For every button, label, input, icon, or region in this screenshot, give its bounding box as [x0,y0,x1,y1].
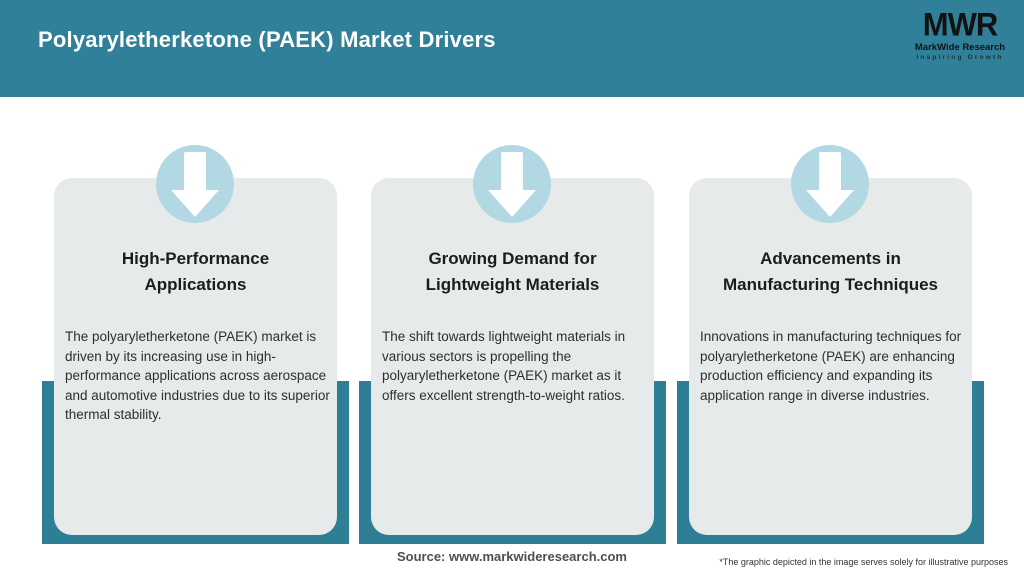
card-description: Innovations in manufacturing techniques … [700,329,962,403]
card-title-line2: Lightweight Materials [425,275,600,294]
down-arrow-stem [501,152,523,192]
down-arrow-stem [819,152,841,192]
driver-column-2: Growing Demand for Lightweight Materials… [359,145,666,544]
down-arrow-head [806,190,854,217]
card-description: The polyaryletherketone (PAEK) market is… [65,329,330,422]
driver-card: Growing Demand for Lightweight Materials… [371,178,654,535]
card-title: Growing Demand for Lightweight Materials [371,246,654,298]
down-arrow-icon [791,145,869,223]
brand-logo-name: MarkWide Research [914,42,1006,53]
disclaimer-text: *The graphic depicted in the image serve… [719,557,1008,567]
source-text: Source: www.markwideresearch.com [396,549,627,564]
brand-logo-tagline: Inspiring Growth [916,54,1004,61]
down-arrow-stem [184,152,206,192]
card-title: Advancements in Manufacturing Techniques [689,246,972,298]
driver-card: High-Performance Applications The polyar… [54,178,337,535]
down-arrow-head [171,190,219,217]
down-arrow-icon [156,145,234,223]
card-description: The shift towards lightweight materials … [382,329,626,403]
header-bar: Polyaryletherketone (PAEK) Market Driver… [0,0,1024,97]
brand-logo: MWR MarkWide Research Inspiring Growth [910,6,1010,62]
brand-logo-acronym: MWR [922,6,998,43]
card-title: High-Performance Applications [54,246,337,298]
card-title-line1: Advancements in [760,249,901,268]
driver-card: Advancements in Manufacturing Techniques… [689,178,972,535]
card-title-line1: Growing Demand for [428,249,597,268]
down-arrow-icon [473,145,551,223]
page-title: Polyaryletherketone (PAEK) Market Driver… [38,27,496,52]
down-arrow-head [488,190,536,217]
card-title-line2: Applications [144,275,247,294]
card-title-line1: High-Performance [121,249,270,268]
card-title-line2: Manufacturing Techniques [722,275,939,294]
driver-column-3: Advancements in Manufacturing Techniques… [677,145,984,544]
driver-column-1: High-Performance Applications The polyar… [42,145,349,544]
